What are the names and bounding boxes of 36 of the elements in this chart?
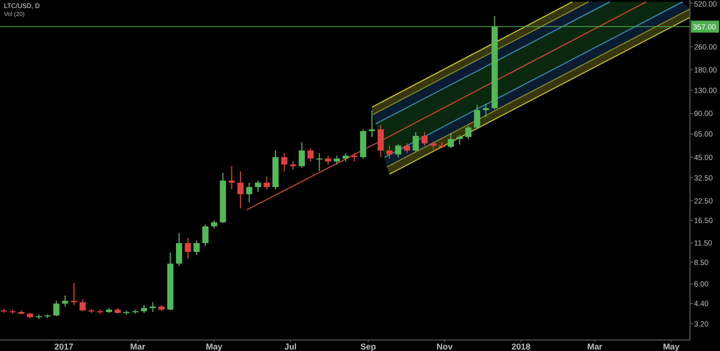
x-tick-label: 2018: [511, 342, 531, 351]
candlestick: [150, 302, 156, 313]
candlestick: [307, 148, 314, 162]
candlestick: [246, 182, 252, 203]
x-tick-label: Mar: [130, 342, 146, 351]
candlestick: [456, 134, 463, 145]
candlestick: [412, 132, 419, 152]
candlestick: [184, 237, 191, 260]
candlestick: [176, 232, 182, 266]
candlestick: [465, 125, 472, 140]
candlestick: [281, 152, 288, 172]
candlestick: [482, 103, 489, 118]
candlestick: [53, 300, 60, 317]
x-tick-label: Jul: [284, 342, 297, 351]
candlestick: [228, 166, 235, 190]
candlestick: [386, 145, 393, 160]
x-tick-label: 2017: [54, 342, 74, 351]
x-tick-label: May: [662, 342, 680, 351]
x-tick-label: Sep: [360, 342, 376, 351]
candlestick: [404, 142, 410, 154]
candlestick: [264, 176, 270, 190]
candlestick: [316, 152, 322, 172]
candlestick: [298, 142, 305, 168]
x-tick-label: May: [206, 342, 223, 351]
candlestick: [395, 144, 402, 158]
x-tick-label: Mar: [587, 342, 604, 351]
candlestick: [254, 180, 262, 192]
candlestick: [80, 298, 86, 312]
candlestick: [378, 124, 384, 158]
candlestick: [474, 104, 480, 130]
candlestick: [421, 132, 428, 146]
candlestick: [194, 240, 200, 256]
candlestick: [237, 170, 244, 209]
x-tick-label: Nov: [436, 342, 453, 351]
candlestick: [202, 224, 208, 246]
candlestick: [448, 132, 454, 149]
